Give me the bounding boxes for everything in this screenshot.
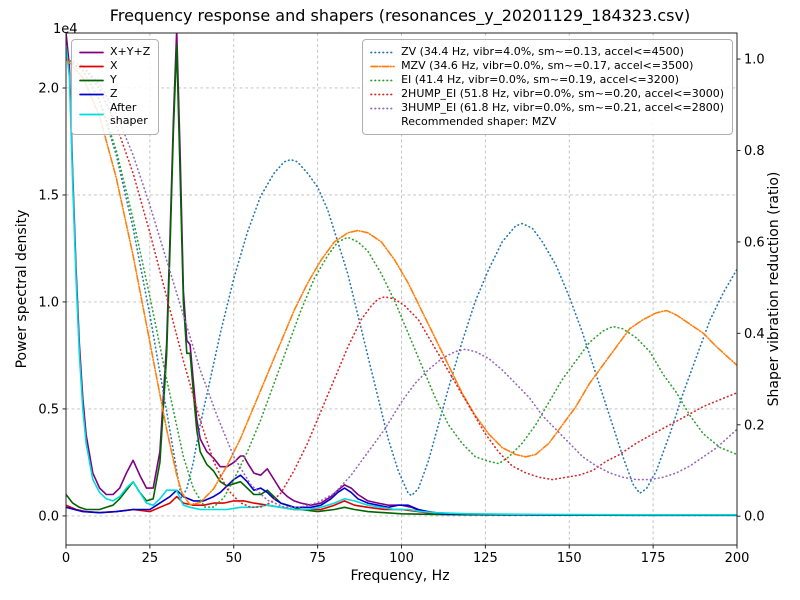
- right-y-tick-label: 0.4: [744, 327, 765, 342]
- legend-note: Recommended shaper: MZV: [401, 114, 557, 128]
- legend-line-sample: [79, 93, 104, 96]
- x-tick-label: 175: [641, 551, 666, 566]
- legend-label: X: [110, 58, 118, 72]
- legend-item: ZV (34.4 Hz, vibr=4.0%, sm~=0.13, accel<…: [370, 45, 724, 59]
- right-y-tick-label: 0.6: [744, 235, 765, 250]
- legend-line-sample: [79, 51, 104, 54]
- right-y-tick-label: 0.2: [744, 418, 765, 433]
- x-tick-label: 200: [725, 551, 750, 566]
- series-line: [66, 58, 737, 508]
- right-y-tick-label: 1.0: [744, 53, 765, 68]
- left-y-tick-label: 2.0: [38, 81, 59, 96]
- legend-psd: X+Y+Z X Y Z After shaper: [71, 39, 160, 135]
- right-y-tick-label: 0.0: [744, 510, 765, 525]
- legend-line-sample: [370, 51, 395, 54]
- legend-line-sample: [370, 65, 395, 68]
- legend-shapers: ZV (34.4 Hz, vibr=4.0%, sm~=0.13, accel<…: [362, 39, 733, 135]
- x-tick-label: 150: [557, 551, 582, 566]
- x-tick-label: 50: [225, 551, 242, 566]
- legend-label: 3HUMP_EI (61.8 Hz, vibr=0.0%, sm~=0.21, …: [401, 100, 724, 114]
- psd-curves: [66, 33, 737, 517]
- legend-line-sample: [370, 79, 395, 82]
- x-tick-label: 0: [62, 551, 70, 566]
- left-y-tick-label: 0.0: [38, 509, 59, 524]
- legend-line-sample: [370, 93, 395, 96]
- chart-title: Frequency response and shapers (resonanc…: [109, 6, 691, 25]
- legend-item: 2HUMP_EI (51.8 Hz, vibr=0.0%, sm~=0.20, …: [370, 86, 724, 101]
- left-y-tick-label: 1.5: [38, 188, 59, 203]
- legend-label: MZV (34.6 Hz, vibr=0.0%, sm~=0.17, accel…: [401, 58, 694, 72]
- left-y-axis-label: Power spectral density: [14, 209, 30, 369]
- series-line: [66, 474, 737, 516]
- series-line: [66, 44, 737, 517]
- axis-ticks: 0 25 50 75 100 125 150 175 200 0.0 0.5 1.0 1.5 2.0 0.0…: [38, 53, 764, 566]
- left-y-tick-label: 0.5: [38, 402, 59, 417]
- left-y-tick-label: 1.0: [38, 295, 59, 310]
- x-axis-label: Frequency, Hz: [350, 568, 450, 584]
- legend-label: EI (41.4 Hz, vibr=0.0%, sm~=0.19, accel<…: [401, 72, 680, 86]
- series-line: [66, 58, 737, 508]
- series-line: [66, 58, 737, 508]
- x-tick-label: 100: [389, 551, 414, 566]
- legend-line-sample: [79, 65, 104, 68]
- legend-line-sample: [79, 79, 104, 82]
- legend-item: X: [79, 58, 150, 73]
- legend-item: 3HUMP_EI (61.8 Hz, vibr=0.0%, sm~=0.21, …: [370, 100, 724, 115]
- legend-label: Y: [110, 72, 117, 86]
- x-tick-label: 75: [309, 551, 326, 566]
- x-tick-label: 25: [142, 551, 159, 566]
- legend-label: After shaper: [110, 100, 148, 127]
- right-y-axis-label: Shaper vibration reduction (ratio): [766, 171, 782, 407]
- series-line: [66, 58, 737, 506]
- legend-item: EI (41.4 Hz, vibr=0.0%, sm~=0.19, accel<…: [370, 72, 724, 87]
- legend-label: Z: [110, 86, 118, 100]
- shaper-curves: [66, 58, 737, 508]
- legend-item: MZV (34.6 Hz, vibr=0.0%, sm~=0.17, accel…: [370, 58, 724, 73]
- legend-item: Z: [79, 86, 150, 101]
- right-y-tick-label: 0.8: [744, 144, 765, 159]
- series-line: [66, 33, 737, 516]
- legend-item: After shaper: [79, 100, 150, 128]
- legend-label: X+Y+Z: [110, 45, 151, 58]
- legend-label: 2HUMP_EI (51.8 Hz, vibr=0.0%, sm~=0.20, …: [401, 86, 724, 100]
- legend-line-sample: [79, 113, 104, 116]
- legend-item: X+Y+Z: [79, 45, 151, 59]
- legend-line-sample: [370, 107, 395, 110]
- legend-label: ZV (34.4 Hz, vibr=4.0%, sm~=0.13, accel<…: [401, 45, 684, 58]
- legend-item: Y: [79, 72, 150, 87]
- x-tick-label: 125: [473, 551, 498, 566]
- series-line: [66, 44, 737, 516]
- series-line: [66, 58, 737, 499]
